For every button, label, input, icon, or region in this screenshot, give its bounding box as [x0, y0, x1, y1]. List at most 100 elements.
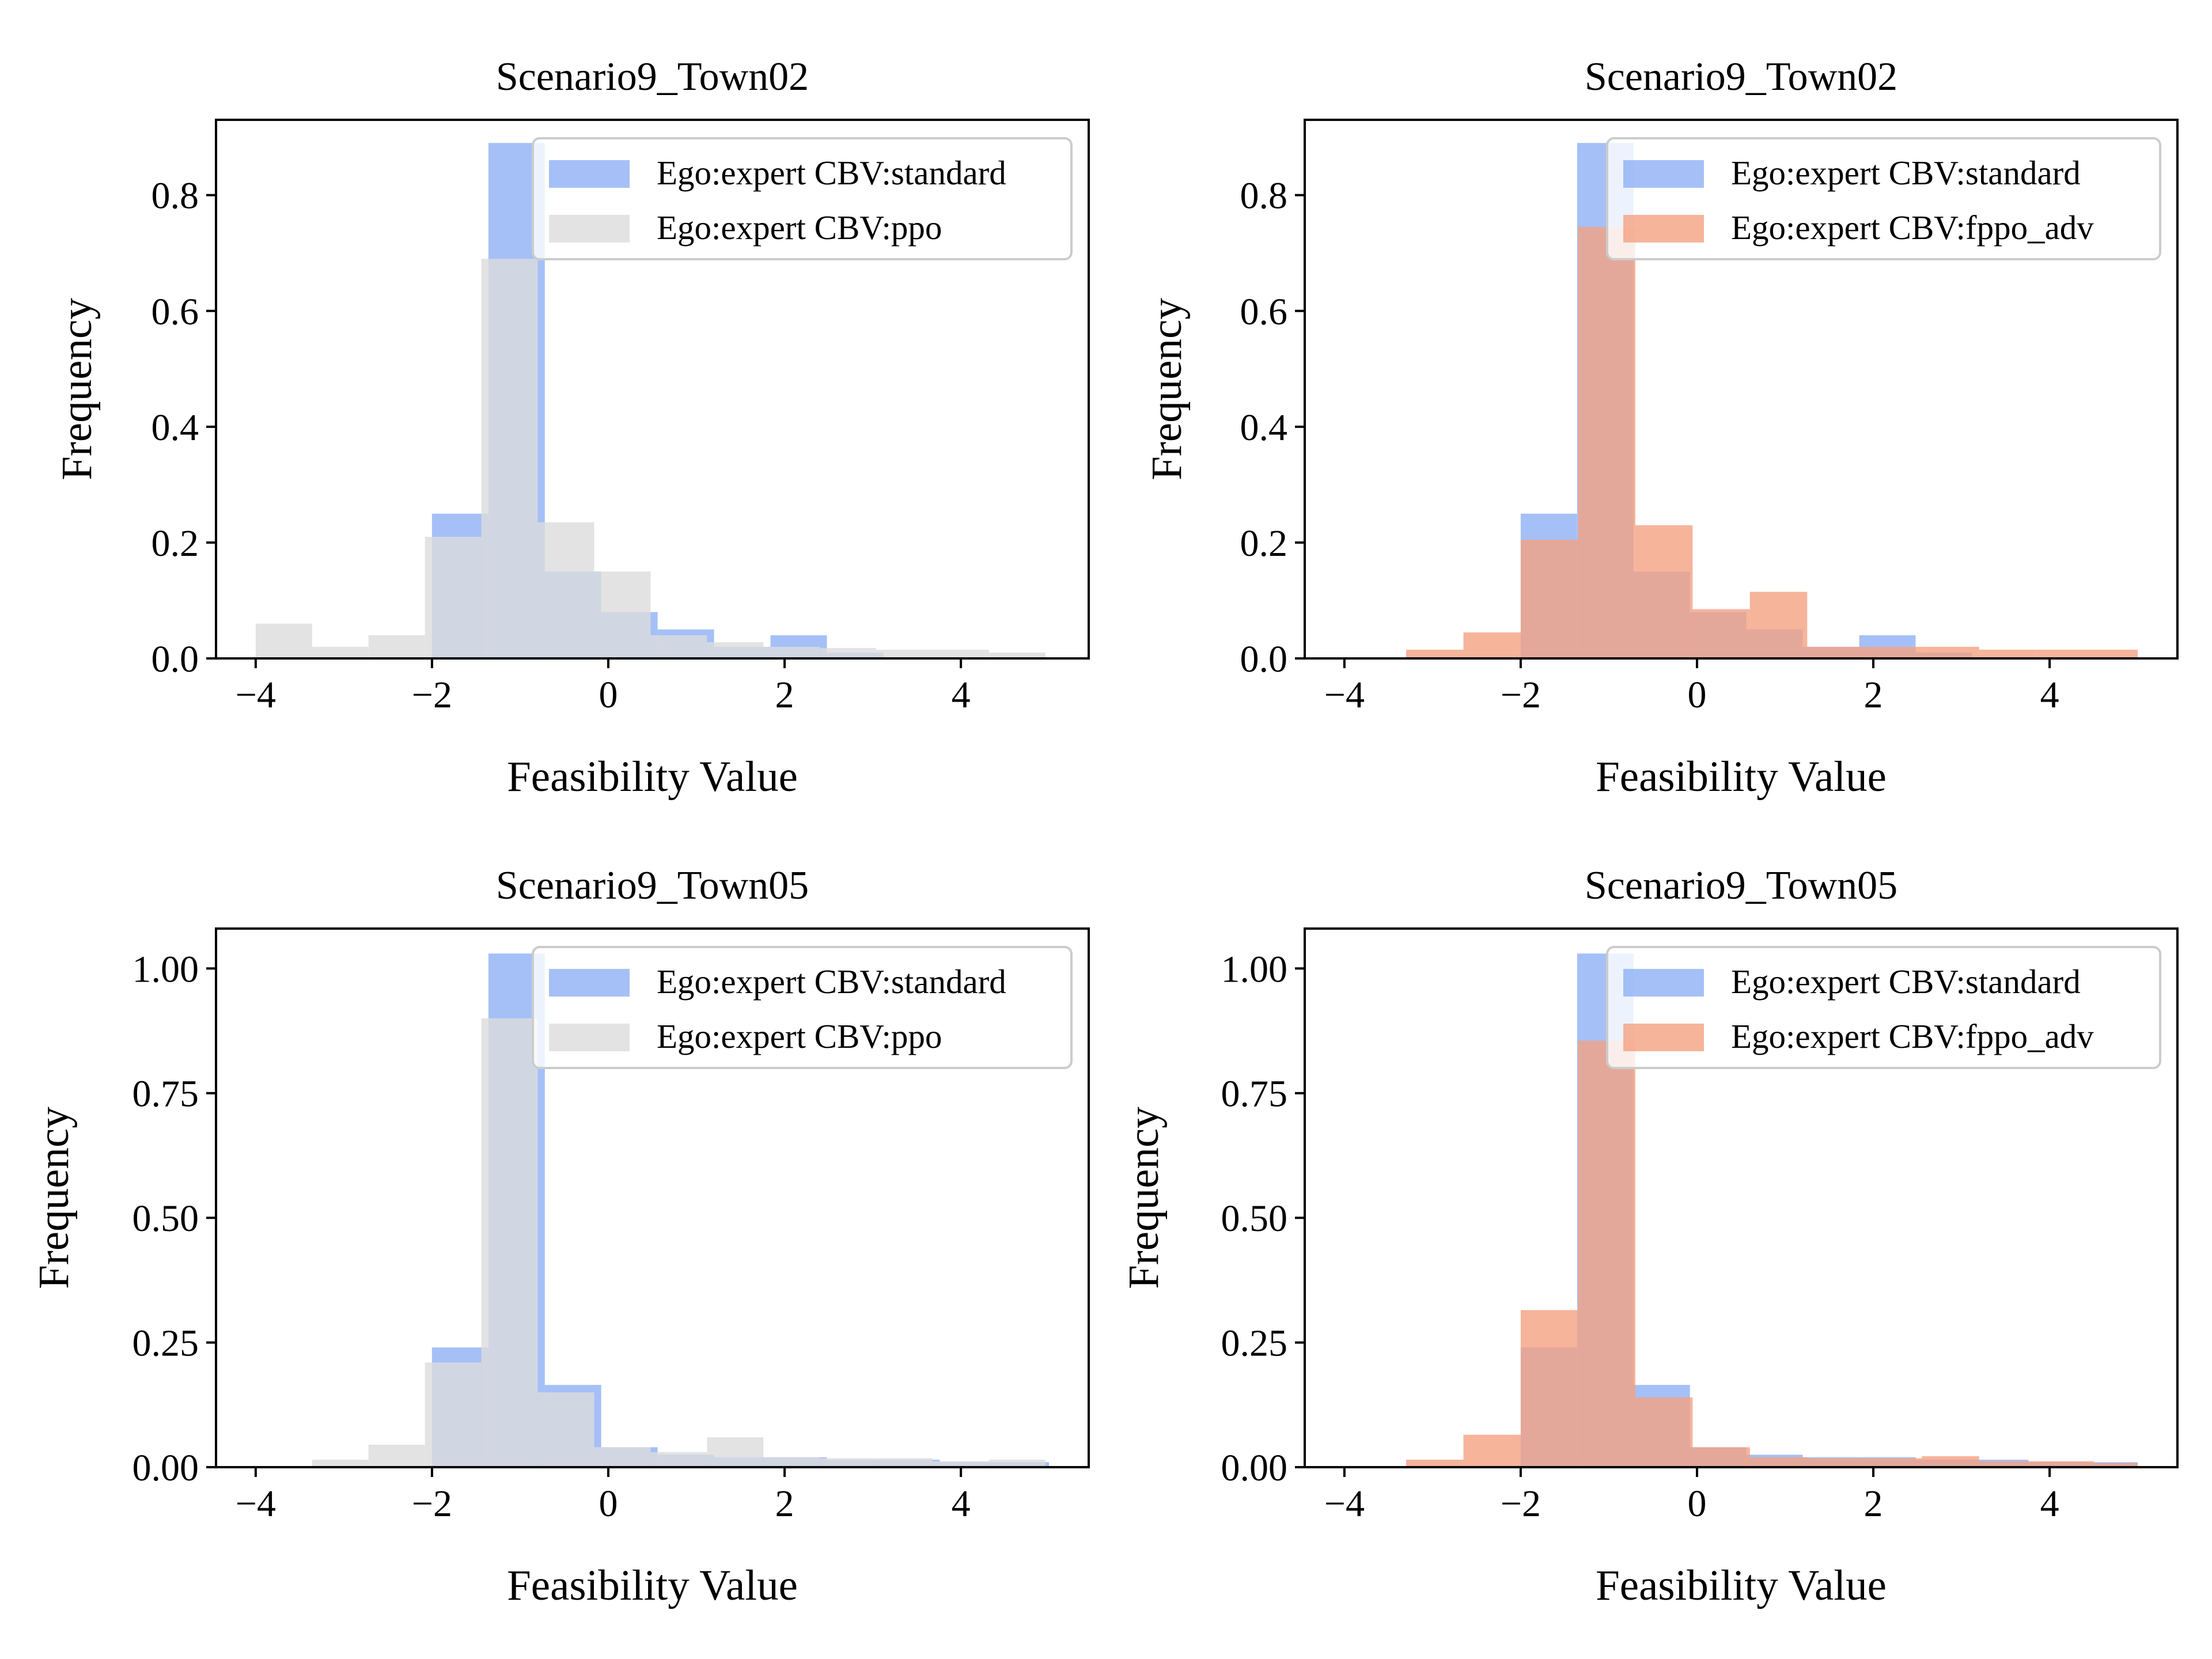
legend: Ego:expert CBV:standard Ego:expert CBV:pp…	[532, 137, 1073, 260]
histogram-bar	[1520, 539, 1578, 658]
histogram-bar	[707, 1437, 764, 1467]
histogram-bar	[2036, 1461, 2094, 1467]
y-axis-label: Frequency	[1143, 298, 1191, 480]
histogram-bar	[989, 1460, 1046, 1467]
chart-title: Scenario9_Town02	[1585, 55, 1897, 99]
legend-entry: Ego:expert CBV:ppo	[657, 209, 942, 247]
histogram-bar	[1864, 646, 1922, 658]
series-fppo_adv	[1406, 1040, 2138, 1467]
legend-swatch	[1623, 1024, 1704, 1051]
legend-swatch	[1623, 215, 1704, 243]
histogram-bar	[1635, 525, 1693, 658]
histogram-bar	[594, 1447, 651, 1467]
x-axis-label: Feasibility Value	[1596, 1562, 1887, 1609]
x-tick-label: 2	[1864, 674, 1883, 716]
x-tick-label: 0	[1687, 1483, 1706, 1525]
axes-frame	[1304, 119, 2179, 660]
series-ppo	[312, 1018, 1046, 1467]
histogram-bar	[1749, 592, 1808, 658]
legend: Ego:expert CBV:standard Ego:expert CBV:fp…	[1606, 946, 2161, 1069]
histogram-bar	[312, 1460, 369, 1467]
histogram-bar	[1635, 1397, 1693, 1467]
histogram-bar	[425, 536, 482, 658]
histogram-bar	[1979, 649, 2037, 658]
x-tick-label: −2	[1501, 1483, 1541, 1525]
y-tick-label: 0.8	[1240, 175, 1288, 217]
legend: Ego:expert CBV:standard Ego:expert CBV:fp…	[1606, 137, 2161, 260]
histogram-bar	[1578, 1040, 1635, 1467]
histogram-bar	[1692, 609, 1750, 658]
histogram-bar	[707, 642, 764, 658]
x-tick-label: 0	[599, 1483, 618, 1525]
y-tick-label: 0.50	[1221, 1198, 1288, 1240]
histogram-bar	[1463, 1434, 1521, 1467]
x-tick-label: 4	[952, 1483, 971, 1525]
legend-box	[1606, 946, 2161, 1069]
histogram-bar	[820, 647, 877, 658]
histogram-bar	[2093, 1463, 2138, 1467]
histogram-bar	[594, 571, 651, 658]
legend-box	[532, 946, 1073, 1069]
y-tick-label: 0.0	[1240, 638, 1288, 680]
histogram-bar	[820, 1458, 877, 1467]
histogram-bar	[989, 652, 1046, 658]
x-axis-label: Feasibility Value	[1596, 753, 1887, 801]
legend-entry: Ego:expert CBV:standard	[657, 154, 1006, 192]
y-tick-label: 0.4	[1240, 407, 1288, 449]
legend-swatch	[549, 969, 630, 997]
legend-swatch	[1623, 160, 1704, 188]
x-tick-label: 2	[775, 1483, 794, 1525]
histogram-bar	[312, 646, 369, 658]
histogram-bar	[1979, 1461, 2037, 1467]
histogram-bar	[255, 623, 312, 658]
histogram-bar	[650, 635, 707, 658]
legend-entry: Ego:expert CBV:standard	[1731, 963, 2081, 1001]
x-tick-label: −4	[1324, 674, 1365, 716]
histogram-bar	[2036, 649, 2094, 658]
legend-entry: Ego:expert CBV:standard	[657, 963, 1006, 1001]
y-tick-label: 0.6	[151, 291, 199, 333]
histogram-bar	[1463, 632, 1521, 658]
y-tick-label: 0.0	[151, 638, 199, 680]
y-tick-label: 0.8	[151, 175, 199, 217]
histogram-bar	[933, 649, 989, 658]
histogram-bar	[1749, 1457, 1808, 1467]
legend-box	[532, 137, 1073, 260]
histogram-bar	[1864, 1458, 1922, 1467]
histogram-bar	[2093, 649, 2138, 658]
y-tick-label: 0.25	[1221, 1323, 1288, 1365]
legend: Ego:expert CBV:standard Ego:expert CBV:pp…	[532, 946, 1073, 1069]
x-tick-label: 4	[2040, 1483, 2059, 1525]
axes-frame	[215, 927, 1090, 1468]
y-tick-label: 0.75	[132, 1073, 199, 1115]
y-axis-label: Frequency	[30, 1107, 78, 1289]
y-axis-label: Frequency	[53, 298, 101, 480]
histogram-bar	[537, 1392, 594, 1467]
x-axis-label: Feasibility Value	[507, 753, 798, 801]
legend-swatch	[549, 160, 630, 188]
y-axis-label: Frequency	[1120, 1107, 1168, 1289]
series-fppo_adv	[1406, 227, 2138, 658]
histogram-bar	[763, 1457, 820, 1467]
histogram-bar	[1922, 646, 1979, 658]
histogram-bar	[1578, 227, 1635, 658]
x-tick-label: −2	[412, 1483, 452, 1525]
series-ppo	[255, 259, 1046, 658]
x-tick-label: 0	[1687, 674, 1706, 716]
legend-swatch	[1623, 969, 1704, 997]
histogram-bar	[368, 1445, 425, 1467]
x-tick-label: −4	[236, 674, 276, 716]
chart-panel: −4 −2 0 2 4 0.00 0.25 0.50 0.75 1.00 Scenario9_Tow…	[1120, 863, 2179, 1609]
x-tick-label: 0	[599, 674, 618, 716]
histogram-bar	[933, 1461, 989, 1467]
chart-title: Scenario9_Town05	[1585, 863, 1897, 908]
histogram-bar	[368, 635, 425, 658]
chart-panel: −4 −2 0 2 4 0.00 0.25 0.50 0.75 1.00 Scenario9_Tow…	[30, 863, 1090, 1609]
x-tick-label: 2	[775, 674, 794, 716]
legend-box	[1606, 137, 2161, 260]
histogram-bar	[1406, 649, 1464, 658]
y-tick-label: 0.2	[1240, 522, 1288, 565]
histogram-bar	[763, 646, 820, 658]
